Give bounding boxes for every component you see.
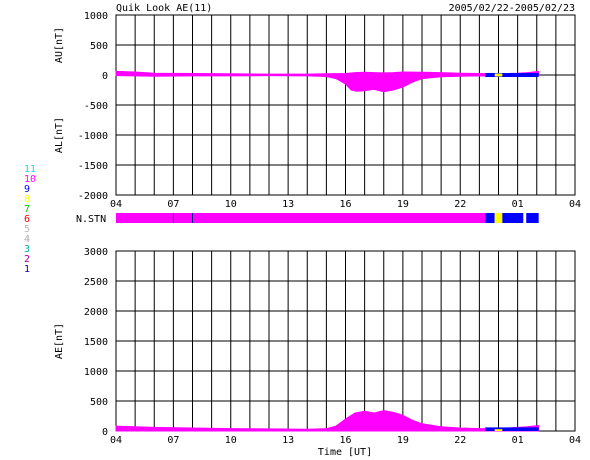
nstn-segment <box>523 213 527 223</box>
ae-y-tick-label: 1000 <box>84 367 108 378</box>
ae-y-tick-label: 0 <box>102 427 108 438</box>
au-al-panel: 1000 500 0 -500 -1000 -1500 -2000 04 07 10 13 16 19… <box>54 11 581 210</box>
ae-x-tick-label: 04 <box>569 435 581 446</box>
ae-axis-label: AE[nT] <box>54 323 65 359</box>
station-legend-item: 9 <box>24 184 30 195</box>
station-legend-item: 7 <box>24 204 30 215</box>
ae-series <box>115 410 540 432</box>
nstn-segment <box>502 213 524 223</box>
ae-x-tick-label: 04 <box>110 435 122 446</box>
au-al-y-tick-label: 500 <box>90 41 108 52</box>
ae-x-tick-label: 10 <box>225 435 237 446</box>
ae-y-tick-label: 1500 <box>84 337 108 348</box>
station-legend-item: 3 <box>24 244 30 255</box>
au-axis-label: AU[nT] <box>54 27 65 63</box>
ae-y-tick-label: 3000 <box>84 247 108 258</box>
au-al-series <box>115 70 540 93</box>
ae-y-tick-label: 500 <box>90 397 108 408</box>
nstn-segment <box>485 213 495 223</box>
station-legend-item: 10 <box>24 174 36 185</box>
al-axis-label: AL[nT] <box>54 117 65 153</box>
x-axis-label: Time [UT] <box>318 447 372 458</box>
nstn-row: N.STN <box>76 213 539 225</box>
date-range: 2005/02/22-2005/02/23 <box>449 3 575 14</box>
au-al-x-tick-label: 10 <box>225 199 237 210</box>
nstn-bar <box>116 213 539 223</box>
au-al-x-tick-label: 16 <box>339 199 351 210</box>
station-legend-item: 4 <box>24 234 30 245</box>
au-al-y-tick-label: -1500 <box>78 161 108 172</box>
ae-y-tick-label: 2500 <box>84 277 108 288</box>
ae-x-tick-label: 13 <box>282 435 294 446</box>
au-al-x-tick-label: 13 <box>282 199 294 210</box>
nstn-segment <box>526 213 539 223</box>
ae-x-tick-label: 01 <box>512 435 524 446</box>
au-al-x-tick-label: 01 <box>512 199 524 210</box>
nstn-segment <box>116 213 486 223</box>
station-legend-item: 6 <box>24 214 30 225</box>
ae-x-ticks: 04 07 10 13 16 19 22 01 04 <box>110 435 581 446</box>
au-al-x-tick-label: 19 <box>397 199 409 210</box>
nstn-label: N.STN <box>76 214 106 225</box>
ae-x-tick-label: 22 <box>454 435 466 446</box>
au-al-y-ticks: 1000 500 0 -500 -1000 -1500 -2000 <box>78 11 108 202</box>
nstn-segment <box>494 213 503 223</box>
station-legend-item: 8 <box>24 194 30 205</box>
ae-x-tick-label: 16 <box>339 435 351 446</box>
ae-tail-segment <box>485 427 539 431</box>
au-al-y-tick-label: 1000 <box>84 11 108 22</box>
au-al-y-tick-label: -1000 <box>78 131 108 142</box>
station-legend-item: 1 <box>24 264 30 275</box>
au-al-y-tick-label: -500 <box>84 101 108 112</box>
ae-x-tick-label: 19 <box>397 435 409 446</box>
au-al-x-tick-label: 22 <box>454 199 466 210</box>
au-al-x-ticks: 04 07 10 13 16 19 22 01 04 <box>110 199 581 210</box>
ae-y-ticks: 3000 2500 2000 1500 1000 500 0 <box>84 247 108 438</box>
station-legend-item: 11 <box>24 164 36 175</box>
au-al-x-tick-label: 07 <box>167 199 179 210</box>
au-al-x-tick-label: 04 <box>110 199 122 210</box>
au-al-y-tick-label: -2000 <box>78 191 108 202</box>
chart-title: Quik Look AE(11) <box>116 3 212 14</box>
station-legend-item: 5 <box>24 224 30 235</box>
au-al-x-tick-label: 04 <box>569 199 581 210</box>
ae-x-tick-label: 07 <box>167 435 179 446</box>
au-al-y-tick-label: 0 <box>102 71 108 82</box>
ae-y-tick-label: 2000 <box>84 307 108 318</box>
station-legend-item: 2 <box>24 254 30 265</box>
ae-tail-yellow <box>494 429 503 431</box>
